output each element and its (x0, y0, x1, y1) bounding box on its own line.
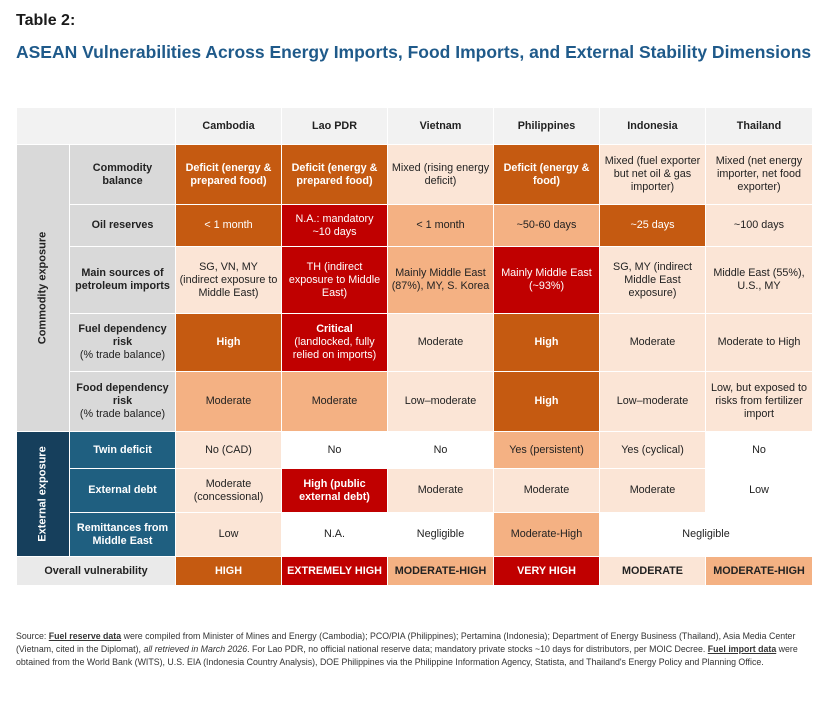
overall-cell: MODERATE-HIGH (705, 556, 813, 586)
cell: Mixed (fuel exporter but net oil & gas i… (599, 144, 706, 205)
cell: High (175, 313, 282, 372)
cell: Moderate (175, 371, 282, 432)
cell: Negligible (599, 512, 813, 557)
cell: Negligible (387, 512, 494, 557)
cell: High (public external debt) (281, 468, 388, 513)
row-label-overall: Overall vulnerability (16, 556, 176, 586)
cell: Critical (landlocked, fully relied on imp… (281, 313, 388, 372)
row-label-petroleum-sources: Main sources of petroleum imports (69, 246, 176, 314)
table-title: ASEAN Vulnerabilities Across Energy Impo… (16, 42, 812, 62)
cell: Moderate (387, 313, 494, 372)
row-label-sub: (% trade balance) (79, 408, 166, 420)
group-commodity-exposure: Commodity exposure (16, 144, 70, 432)
cell: Mixed (net energy importer, net food exp… (705, 144, 813, 205)
cell: Low–moderate (387, 371, 494, 432)
cell: Low (175, 512, 282, 557)
fuel-import-data-label: Fuel import data (707, 644, 777, 654)
row-label-external-debt: External debt (69, 468, 176, 513)
cell: ~50-60 days (493, 204, 600, 247)
cell: Deficit (energy & food) (493, 144, 600, 205)
cell: No (705, 431, 813, 469)
group-external-exposure: External exposure (16, 431, 70, 557)
cell: Moderate (387, 468, 494, 513)
overall-cell: VERY HIGH (493, 556, 600, 586)
row-label-oil-reserves: Oil reserves (69, 204, 176, 247)
header-indonesia: Indonesia (599, 107, 706, 145)
header-corner (16, 107, 176, 145)
cell: SG, MY (indirect Middle East exposure) (599, 246, 706, 314)
cell: Moderate (599, 468, 706, 513)
row-label-twin-deficit: Twin deficit (69, 431, 176, 469)
fuel-reserve-data-label: Fuel reserve data (48, 631, 122, 641)
cell: N.A.: mandatory ~10 days (281, 204, 388, 247)
header-lao-pdr: Lao PDR (281, 107, 388, 145)
cell: Moderate to High (705, 313, 813, 372)
cell: No (281, 431, 388, 469)
cell: Mixed (rising energy deficit) (387, 144, 494, 205)
overall-cell: EXTREMELY HIGH (281, 556, 388, 586)
cell: High (493, 313, 600, 372)
cell: SG, VN, MY (indirect exposure to Middle … (175, 246, 282, 314)
cell: Deficit (energy & prepared food) (175, 144, 282, 205)
cell: Moderate (493, 468, 600, 513)
cell: No (387, 431, 494, 469)
row-label-remittances: Remittances from Middle East (69, 512, 176, 557)
cell: TH (indirect exposure to Middle East) (281, 246, 388, 314)
row-label-food-dependency: Food dependency risk (% trade balance) (69, 371, 176, 432)
cell: Middle East (55%), U.S., MY (705, 246, 813, 314)
row-label-text: Fuel dependency risk (78, 323, 167, 348)
overall-cell: MODERATE-HIGH (387, 556, 494, 586)
row-label-commodity-balance: Commodity balance (69, 144, 176, 205)
cell: Moderate (concessional) (175, 468, 282, 513)
cell: No (CAD) (175, 431, 282, 469)
overall-cell: MODERATE (599, 556, 706, 586)
cell: Mainly Middle East (87%), MY, S. Korea (387, 246, 494, 314)
cell: Deficit (energy & prepared food) (281, 144, 388, 205)
cell: High (493, 371, 600, 432)
cell: Yes (persistent) (493, 431, 600, 469)
cell: Low (705, 468, 813, 513)
vulnerability-table: Cambodia Lao PDR Vietnam Philippines Ind… (16, 107, 813, 586)
overall-cell: HIGH (175, 556, 282, 586)
cell: ~25 days (599, 204, 706, 247)
row-label-fuel-dependency: Fuel dependency risk (% trade balance) (69, 313, 176, 372)
cell: < 1 month (387, 204, 494, 247)
cell: Mainly Middle East (~93%) (493, 246, 600, 314)
table-label: Table 2: (16, 12, 76, 29)
source-note: Source: Fuel reserve data were compiled … (16, 631, 798, 667)
cell: Moderate-High (493, 512, 600, 557)
header-philippines: Philippines (493, 107, 600, 145)
cell: Moderate (599, 313, 706, 372)
critical-bold: Critical (316, 323, 353, 335)
cell: < 1 month (175, 204, 282, 247)
header-cambodia: Cambodia (175, 107, 282, 145)
cell: Low, but exposed to risks from fertilize… (705, 371, 813, 432)
cell: Moderate (281, 371, 388, 432)
critical-detail: (landlocked, fully relied on imports) (292, 336, 377, 361)
cell: ~100 days (705, 204, 813, 247)
cell: Low–moderate (599, 371, 706, 432)
cell: Yes (cyclical) (599, 431, 706, 469)
cell: N.A. (281, 512, 388, 557)
header-vietnam: Vietnam (387, 107, 494, 145)
header-thailand: Thailand (705, 107, 813, 145)
row-label-text: Food dependency risk (76, 382, 169, 407)
row-label-sub: (% trade balance) (79, 349, 166, 361)
